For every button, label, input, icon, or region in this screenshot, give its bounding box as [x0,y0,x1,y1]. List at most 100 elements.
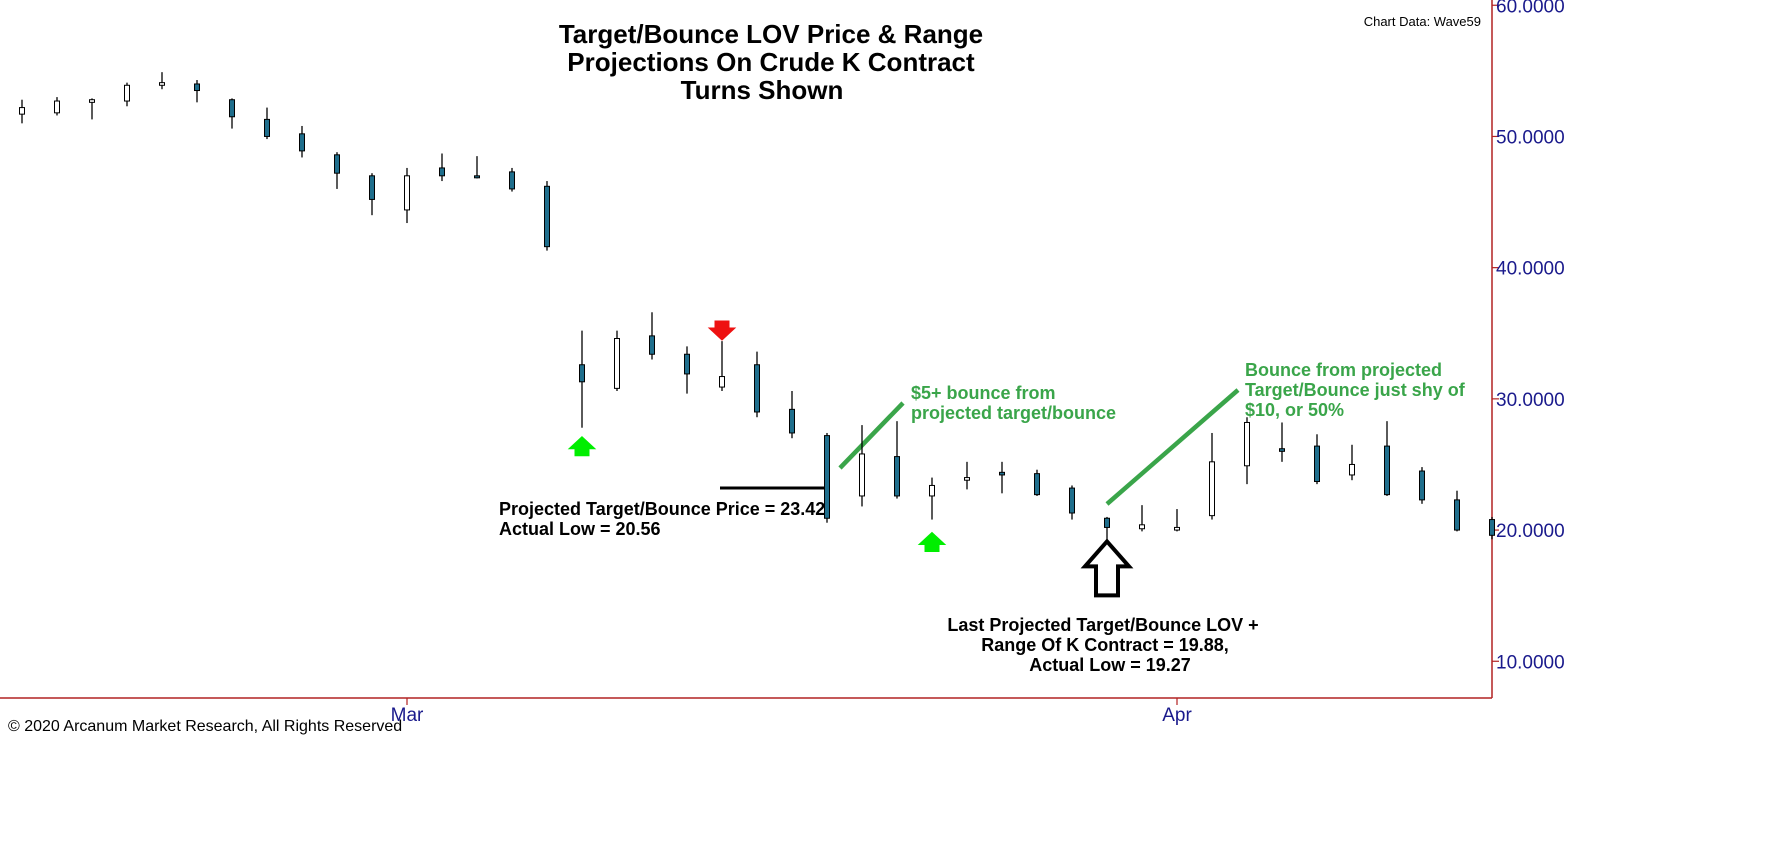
candle [1139,505,1145,532]
candle [964,461,970,490]
title-line-2: Projections On Crude K Contract [567,47,975,77]
x-tick-label: Apr [1162,705,1192,726]
candle [369,173,375,216]
candle [1314,434,1320,485]
candle-body [19,107,25,115]
candle-body [1174,526,1180,531]
candle [89,98,95,120]
y-tick-label: 50.0000 [1496,127,1565,148]
candle-body [1034,473,1040,496]
candle-body [439,167,445,177]
y-tick-label: 60.0000 [1496,0,1565,17]
candle [544,181,550,251]
candle [1104,516,1110,540]
candle [1489,516,1495,540]
candle-body [299,133,305,152]
candle [124,82,130,107]
chart-title: Target/Bounce LOV Price & Range Projecti… [559,19,983,105]
bounce-10-note-line-2: Target/Bounce just shy of [1245,380,1466,400]
candle-body [544,185,550,248]
candle [999,461,1005,494]
candle [859,425,865,507]
bounce-10-trend-line [1105,388,1240,506]
projected-target-note: Projected Target/Bounce Price = 23.42, A… [499,499,830,539]
down-arrow-marker [707,320,737,341]
candle-body [1104,517,1110,528]
candle-body [1314,445,1320,483]
bounce-5-note-line-1: $5+ bounce from [911,383,1056,403]
candle [1349,444,1355,481]
candle [1069,485,1075,520]
candle [299,125,305,158]
candle-body [719,376,725,388]
candle-body [509,171,515,190]
candle-body [1489,519,1495,536]
bounce-10-note-line-1: Bounce from projected [1245,360,1442,380]
candle [264,107,270,140]
bounce-5-note-line-2: projected target/bounce [911,403,1116,423]
source-label: Chart Data: Wave59 [1364,14,1481,29]
title-line-3: Turns Shown [681,75,844,105]
candle [824,432,830,523]
candle [404,167,410,224]
candle-body [999,471,1005,476]
projected-target-note-line-2: Actual Low = 20.56 [499,519,661,539]
markers [567,320,1134,598]
candle-body [334,154,340,174]
last-projected-note: Last Projected Target/Bounce LOV + Range… [947,615,1258,675]
candle-body [1419,470,1425,501]
candle-body [929,484,935,497]
candle-body [404,175,410,211]
candle [1244,417,1250,485]
outline-up-arrow-marker [1080,538,1134,598]
candle-body [579,364,585,383]
bounce-10-note: Bounce from projected Target/Bounce just… [1245,360,1466,420]
candle [649,312,655,360]
candle-body [229,99,235,118]
candle [719,341,725,391]
candle-body [614,338,620,389]
last-projected-note-line-3: Actual Low = 19.27 [1029,655,1191,675]
candle-body [194,83,200,92]
candle [1279,422,1285,462]
candle-body [159,82,165,86]
candle [894,421,900,499]
candle-body [1069,487,1075,514]
candle-body [754,364,760,413]
candle-body [89,99,95,103]
bounce-5-note: $5+ bounce from projected target/bounce [911,383,1116,423]
bounce-10-note-line-3: $10, or 50% [1245,400,1344,420]
candle [229,98,235,129]
candle-body [1209,461,1215,517]
candle [754,351,760,418]
candle [579,330,585,428]
candle-body [1244,421,1250,467]
candle [1034,469,1040,496]
candle-body [264,118,270,137]
candle-body [1454,499,1460,531]
x-tick-label: Mar [391,705,424,726]
candle-body [1279,448,1285,452]
y-tick-label: 30.0000 [1496,390,1565,411]
candle [1209,432,1215,520]
candle [54,97,60,116]
copyright-text: © 2020 Arcanum Market Research, All Righ… [8,718,402,735]
candle [19,99,25,124]
up-arrow-marker [567,436,597,457]
candle [929,477,935,520]
candle-body [894,456,900,497]
candle-body [474,175,480,179]
y-axis-ticks: 10.0000 20.0000 30.0000 40.0000 50.0000 60.00… [1492,0,1565,673]
candle-body [1349,463,1355,476]
candle [1454,490,1460,532]
up-arrow-marker [917,531,947,552]
candle [334,152,340,189]
candle-body [859,453,865,497]
last-projected-note-line-1: Last Projected Target/Bounce LOV + [947,615,1258,635]
candle [1384,421,1390,496]
candle-body [54,100,60,114]
candle [1419,467,1425,504]
candle [789,390,795,439]
bounce-5-trend-line [838,401,905,470]
